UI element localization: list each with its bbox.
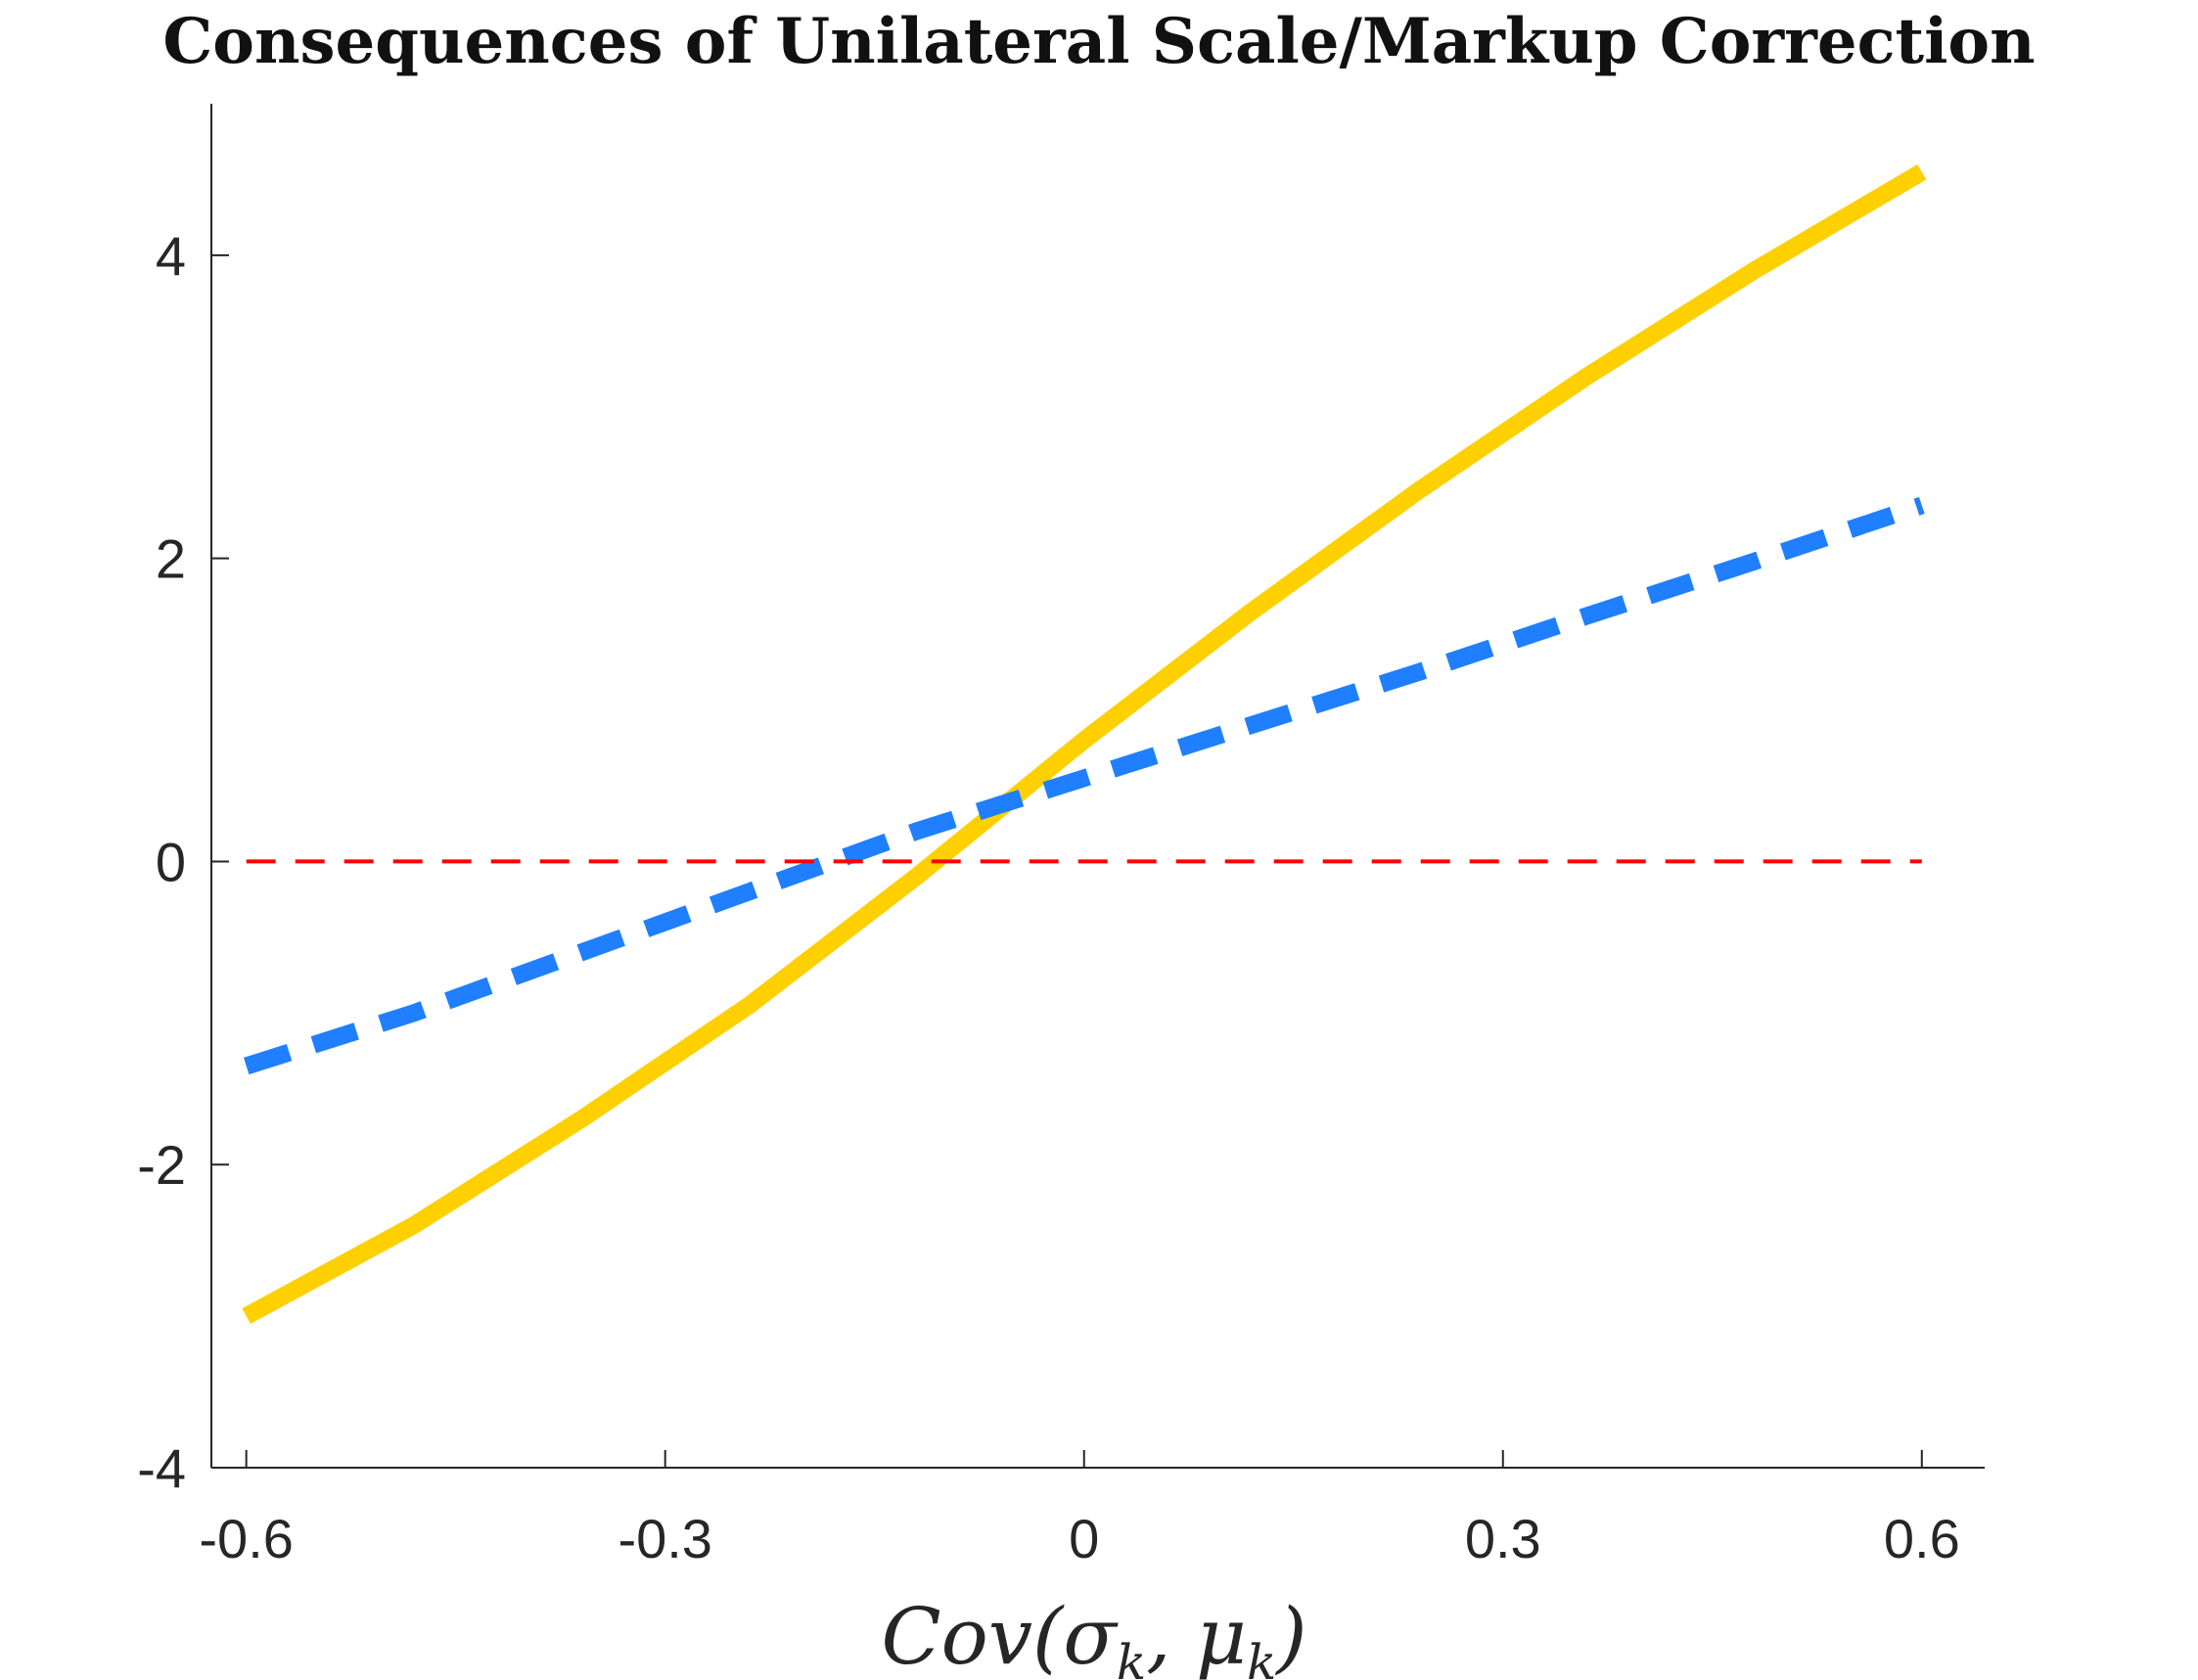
y-tick-label: 2 xyxy=(156,528,186,590)
x-tick-label: -0.6 xyxy=(199,1508,294,1569)
axes xyxy=(210,104,1985,1469)
chart-title: Consequences of Unilateral Scale/Markup … xyxy=(162,5,2035,78)
x-tick-label: 0.6 xyxy=(1884,1508,1960,1569)
x-axis-label: Cov(σk, μk) xyxy=(881,1591,1306,1680)
x-label-sub-k2: k xyxy=(1247,1634,1276,1680)
x-tick-label: 0 xyxy=(1069,1508,1099,1569)
y-tick-label: -4 xyxy=(137,1437,186,1499)
x-label-sub-k1: k xyxy=(1117,1634,1146,1680)
series-line-blue-dashed xyxy=(243,496,1925,1075)
x-label-close: ) xyxy=(1274,1591,1306,1680)
x-label-sep: , μ xyxy=(1146,1591,1247,1680)
x-tick-label: 0.3 xyxy=(1465,1508,1541,1569)
y-tick-label: -2 xyxy=(137,1134,186,1196)
ticks: -0.6 -0.3 0 0.3 0.6 -4 -2 0 2 4 xyxy=(137,225,1960,1569)
series-line-yellow-solid xyxy=(242,163,1927,1325)
series-layer xyxy=(242,163,1927,1325)
x-label-cov: Cov(σ xyxy=(881,1591,1119,1680)
y-tick-label: 4 xyxy=(156,225,186,287)
y-tick-label: 0 xyxy=(156,831,186,892)
x-tick-label: -0.3 xyxy=(618,1508,712,1569)
